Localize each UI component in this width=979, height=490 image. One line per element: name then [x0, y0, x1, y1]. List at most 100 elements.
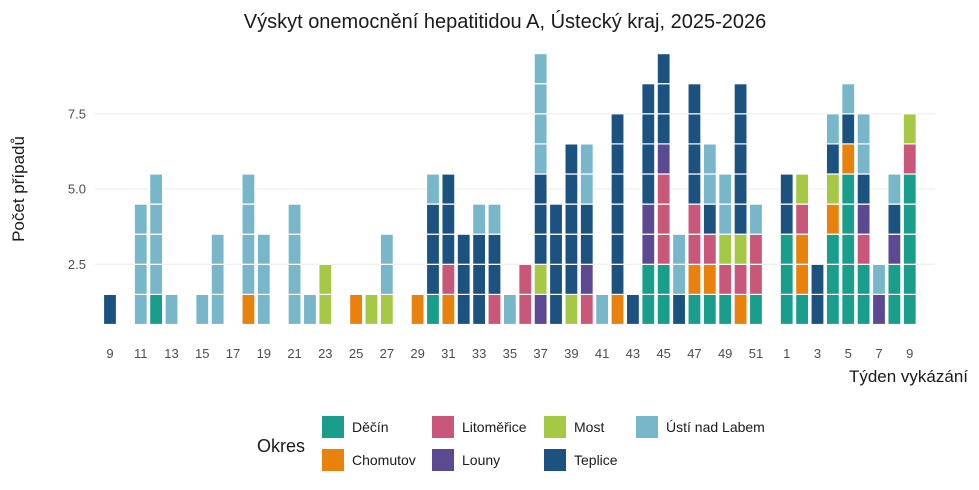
bar-segment-teplice-week-33 [472, 233, 487, 265]
bar-segment-decin-week-9 [902, 203, 917, 235]
bar-segment-most-week-26 [364, 293, 379, 326]
bar-segment-teplice-week-39 [564, 143, 579, 175]
bar-segment-usti-week-41 [595, 293, 610, 326]
bar-segment-chomutov-week-2 [794, 233, 810, 265]
x-tick-label: 39 [564, 346, 578, 361]
bar-segment-usti-week-40 [579, 173, 594, 205]
x-tick-label: 19 [257, 346, 271, 361]
bar-segment-teplice-week-1 [779, 203, 794, 235]
bar-segment-decin-week-6 [856, 263, 871, 295]
bar-segment-litomerice-week-47 [687, 233, 702, 265]
bar-segment-decin-week-5 [841, 263, 856, 295]
bar-segment-decin-week-9 [902, 263, 917, 295]
bar-segment-louny-week-40 [579, 263, 594, 295]
bar-segment-decin-week-5 [841, 203, 856, 235]
bar-segment-usti-week-18 [241, 203, 256, 235]
bar-segment-chomutov-week-50 [733, 293, 748, 326]
bar-segment-teplice-week-32 [456, 263, 471, 295]
bar-segment-decin-week-9 [902, 233, 917, 265]
bar-segment-most-week-2 [794, 173, 810, 205]
legend-label-chomutov: Chomutov [352, 452, 416, 468]
bar-segment-decin-week-8 [887, 293, 902, 326]
legend-label-most: Most [574, 419, 604, 435]
bar-segment-usti-week-51 [748, 203, 764, 235]
bar-segment-chomutov-week-2 [794, 263, 810, 295]
bar-segment-usti-week-19 [256, 263, 271, 295]
x-tick-label: 23 [318, 346, 332, 361]
bar-segment-decin-week-1 [779, 263, 794, 295]
legend-label-teplice: Teplice [574, 452, 618, 468]
bar-segment-louny-week-44 [641, 233, 656, 265]
bar-segment-usti-week-16 [210, 263, 225, 295]
bar-segment-decin-week-51 [748, 293, 764, 326]
bar-segment-usti-week-37 [533, 113, 548, 145]
bar-segment-teplice-week-34 [487, 263, 502, 295]
bar-segment-litomerice-week-36 [518, 293, 533, 326]
bar-segment-most-week-23 [318, 263, 333, 295]
bar-segment-usti-week-37 [533, 83, 548, 115]
legend-title: Okres [257, 436, 305, 456]
x-tick-label: 31 [441, 346, 455, 361]
bar-segment-louny-week-45 [656, 143, 671, 175]
bar-segment-litomerice-week-34 [487, 293, 502, 326]
bar-segment-louny-week-44 [641, 203, 656, 235]
bar-segment-teplice-week-42 [610, 203, 625, 235]
bar-segment-most-week-39 [564, 293, 579, 326]
bar-segment-teplice-week-34 [487, 233, 502, 265]
bar-segment-usti-week-11 [133, 233, 148, 265]
bar-segment-teplice-week-50 [733, 203, 748, 235]
x-tick-label: 37 [533, 346, 547, 361]
legend-label-decin: Děčín [352, 419, 389, 435]
bar-segment-usti-week-18 [241, 233, 256, 265]
bar-segment-litomerice-week-45 [656, 203, 671, 235]
bar-segment-louny-week-37 [533, 293, 548, 326]
bar-segment-decin-week-5 [841, 293, 856, 326]
x-tick-label: 41 [595, 346, 609, 361]
x-tick-label: 7 [875, 346, 882, 361]
bar-segment-teplice-week-38 [548, 203, 564, 235]
bar-segment-chomutov-week-31 [441, 293, 456, 326]
bar-segment-usti-week-37 [533, 143, 548, 175]
bar-segment-usti-week-11 [133, 203, 148, 235]
legend-key-decin [322, 416, 344, 438]
x-tick-label: 49 [718, 346, 732, 361]
bar-segment-usti-week-4 [825, 113, 840, 145]
bar-segment-chomutov-week-42 [610, 293, 625, 326]
bar-segment-decin-week-4 [825, 263, 840, 295]
bar-segment-teplice-week-50 [733, 173, 748, 205]
x-tick-label: 51 [749, 346, 763, 361]
bar-segment-teplice-week-47 [687, 83, 702, 115]
bar-segment-teplice-week-44 [641, 83, 656, 115]
bar-segment-decin-week-8 [887, 263, 902, 295]
bar-segment-usti-week-13 [164, 293, 179, 326]
bar-segment-teplice-week-30 [425, 263, 441, 295]
bar-segment-teplice-week-31 [441, 203, 456, 235]
bar-segment-teplice-week-50 [733, 113, 748, 145]
bar-segment-usti-week-11 [133, 263, 148, 295]
bar-segment-usti-week-12 [149, 203, 164, 235]
legend-label-louny: Louny [462, 452, 500, 468]
bar-segment-usti-week-15 [195, 293, 210, 326]
bar-segment-teplice-week-50 [733, 143, 748, 175]
bar-segment-decin-week-30 [425, 293, 441, 326]
bar-segment-usti-week-6 [856, 143, 871, 175]
bar-segment-teplice-week-42 [610, 143, 625, 175]
bar-segment-most-week-49 [718, 233, 733, 265]
x-tick-label: 1 [783, 346, 790, 361]
bar-segment-teplice-week-45 [656, 52, 671, 85]
bar-segment-usti-week-49 [718, 203, 733, 235]
bar-segment-litomerice-week-40 [579, 293, 594, 326]
bar-segment-decin-week-5 [841, 233, 856, 265]
bar-segment-teplice-week-45 [656, 113, 671, 145]
bar-segment-usti-week-49 [718, 173, 733, 205]
bar-segment-most-week-50 [733, 233, 748, 265]
bar-segment-usti-week-48 [702, 173, 717, 205]
bar-segment-litomerice-week-50 [733, 263, 748, 295]
bar-segment-usti-week-12 [149, 233, 164, 265]
bar-segment-most-week-9 [902, 113, 917, 145]
bar-segment-decin-week-45 [656, 263, 671, 295]
x-tick-label: 45 [656, 346, 670, 361]
bar-segment-decin-week-6 [856, 293, 871, 326]
bar-segment-teplice-week-32 [456, 233, 471, 265]
